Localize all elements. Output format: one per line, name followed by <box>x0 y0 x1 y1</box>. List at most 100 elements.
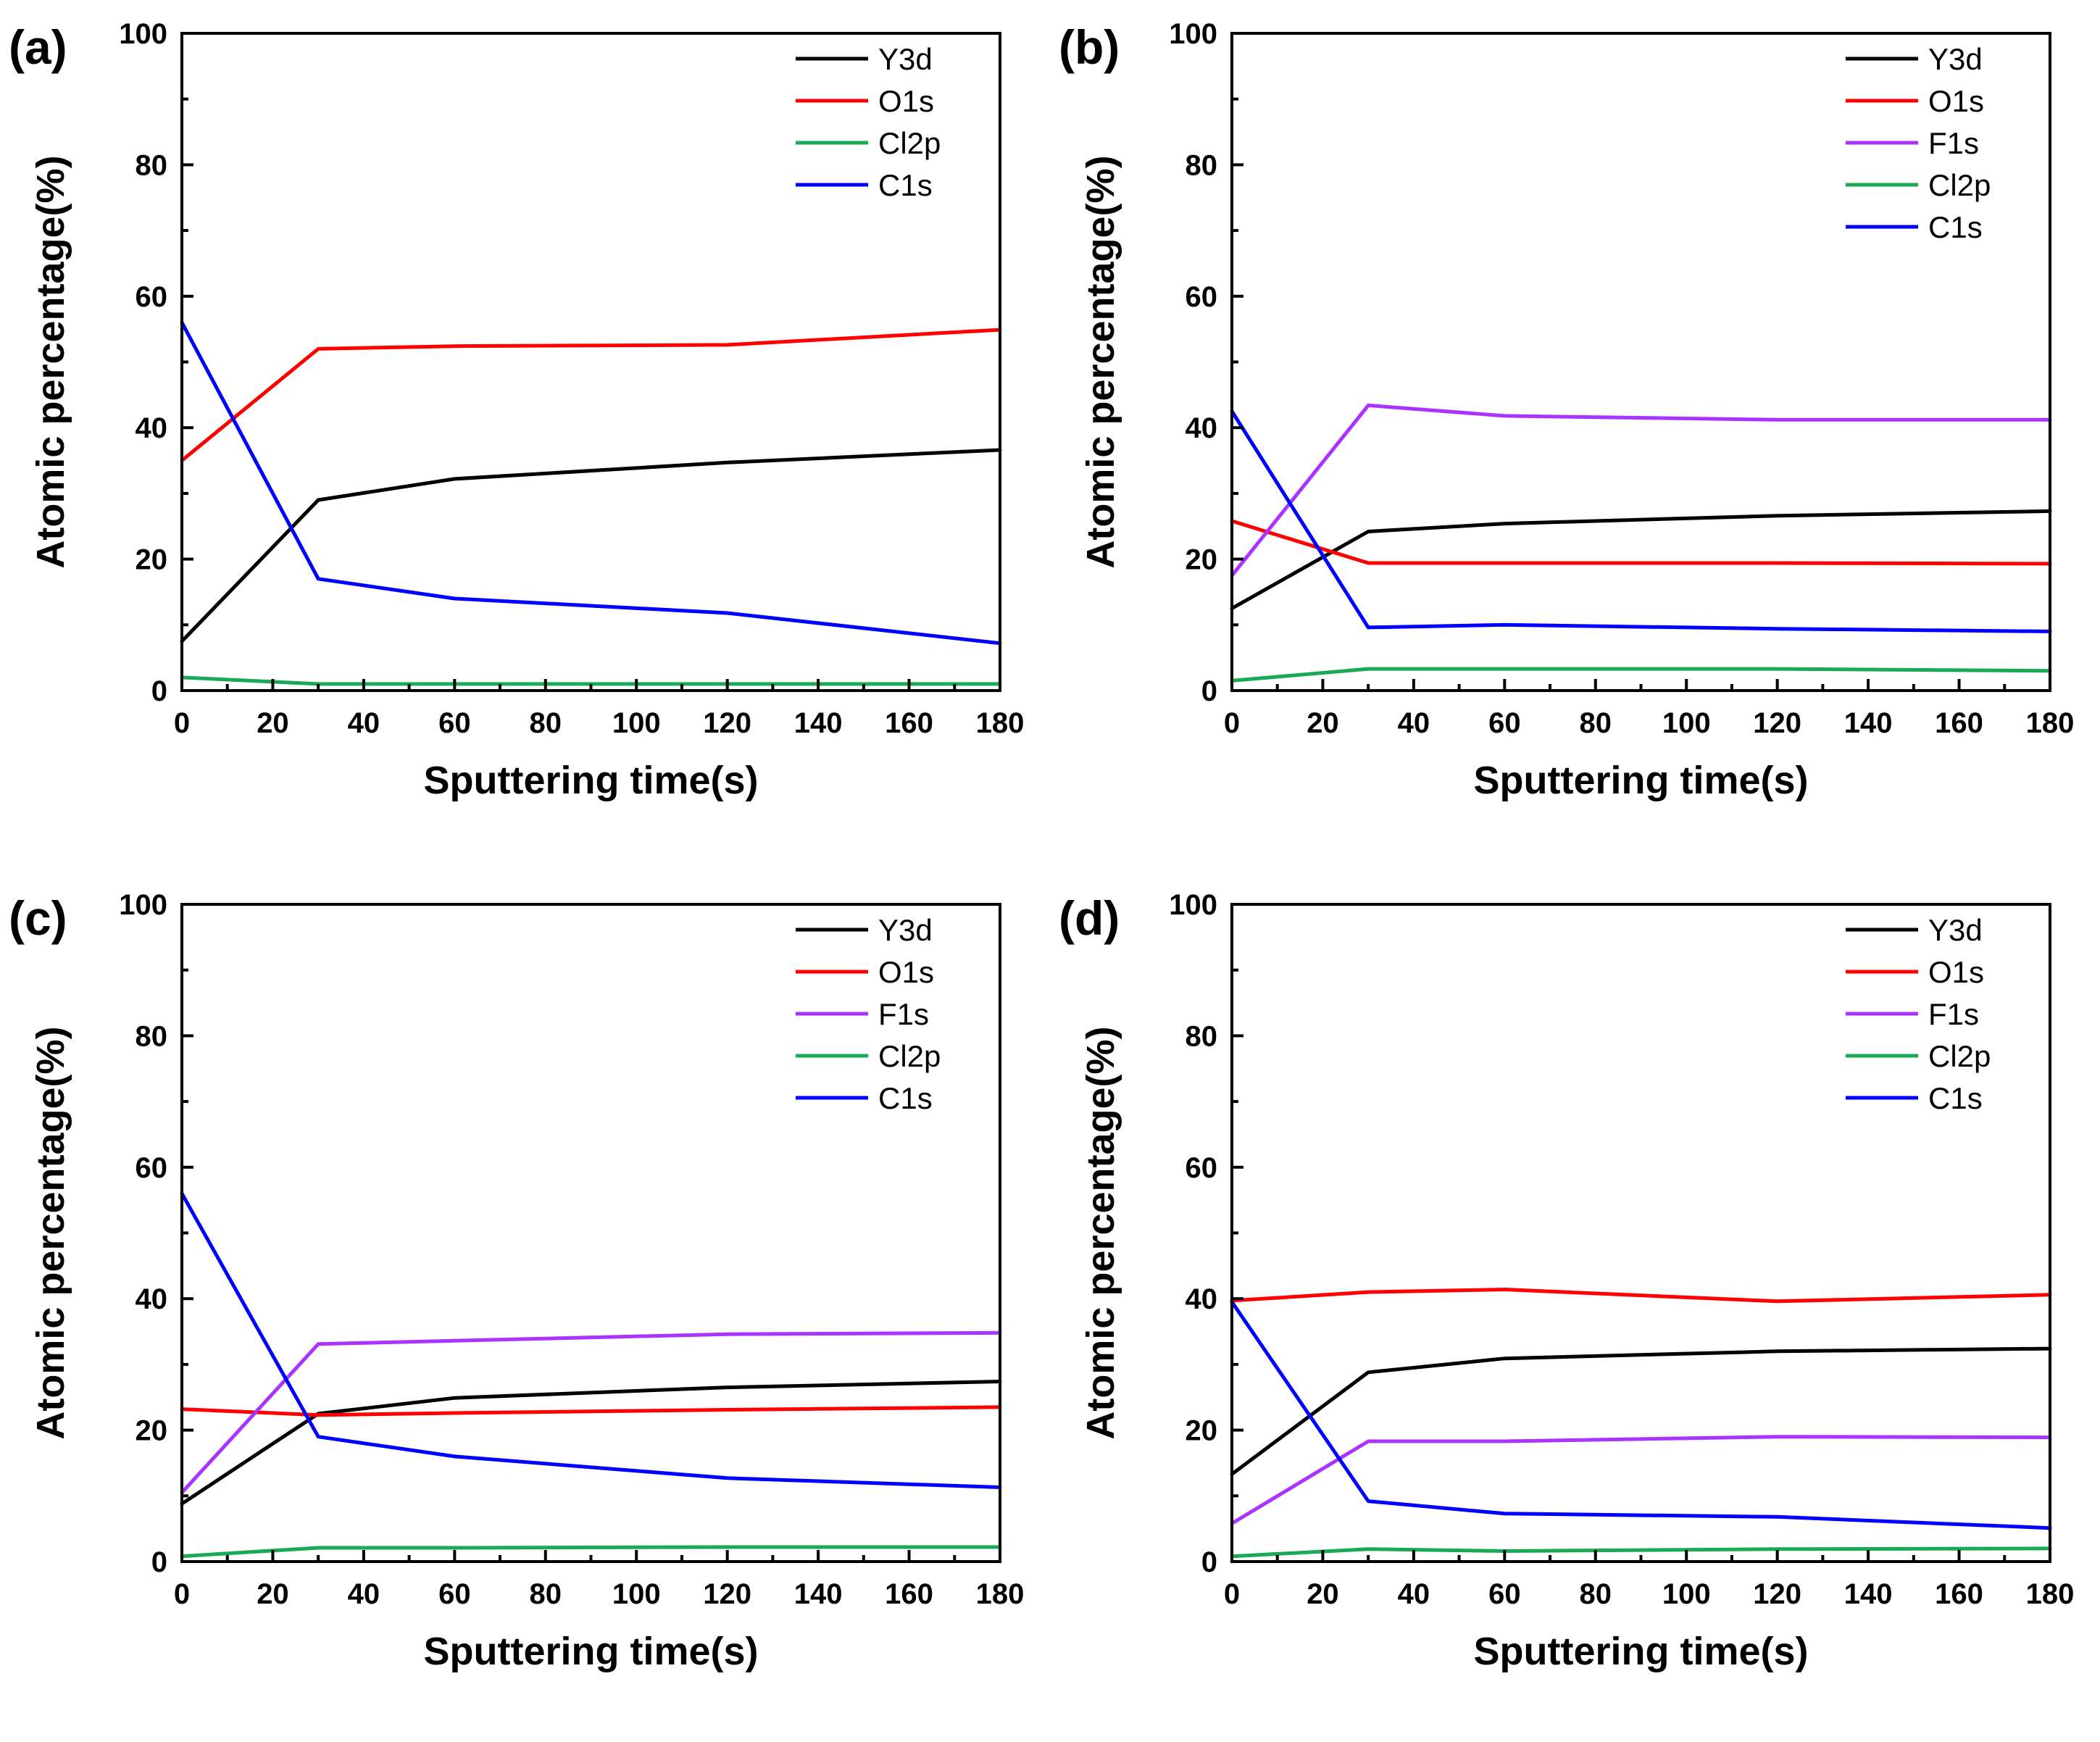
x-tick-label-a-140: 140 <box>794 707 843 739</box>
chart-panel-b: (b) 0 20 40 60 80 100 120 140 160 180 0 20 40 60 80 100 S… <box>1050 0 2100 871</box>
x-tick-label-c-120: 120 <box>703 1578 751 1610</box>
x-tick-label-d-60: 60 <box>1488 1578 1521 1610</box>
x-tick-label-a-100: 100 <box>612 707 661 739</box>
x-tick-label-b-160: 160 <box>1935 707 1983 739</box>
x-tick-label-d-180: 180 <box>2026 1578 2075 1610</box>
x-tick-label-c-100: 100 <box>612 1578 661 1610</box>
y-tick-label-b-80: 80 <box>1186 149 1218 181</box>
legend-label-f1s-d: F1s <box>1928 997 1979 1031</box>
x-tick-label-b-100: 100 <box>1662 707 1711 739</box>
x-tick-label-b-0: 0 <box>1224 707 1240 739</box>
x-tick-label-b-180: 180 <box>2026 707 2075 739</box>
panel-label-c: (c) <box>9 891 67 945</box>
y-tick-label-c-60: 60 <box>136 1152 168 1184</box>
y-tick-label-a-40: 40 <box>136 412 168 444</box>
chart-panel-c: (c) 0 20 40 60 80 100 120 140 160 180 0 20 40 60 80 100 S… <box>0 871 1050 1742</box>
x-tick-label-d-140: 140 <box>1844 1578 1893 1610</box>
series-line-c1s-d <box>1230 1300 2052 1530</box>
x-tick-label-c-0: 0 <box>174 1578 190 1610</box>
y-axis-title-c: Atomic percentage(%) <box>29 1026 72 1439</box>
series-line-cl2p-a <box>180 675 1002 686</box>
y-axis-title-a: Atomic percentage(%) <box>29 155 72 568</box>
x-tick-label-b-40: 40 <box>1398 707 1430 739</box>
x-tick-label-b-20: 20 <box>1307 707 1339 739</box>
y-tick-label-c-0: 0 <box>151 1546 167 1578</box>
chart-panel-a: (a) 0 20 40 60 80 100 120 140 160 180 0 20 40 60 80 100 S… <box>0 0 1050 871</box>
y-tick-label-a-0: 0 <box>151 675 167 707</box>
x-tick-label-a-0: 0 <box>174 707 190 739</box>
x-tick-label-c-80: 80 <box>530 1578 562 1610</box>
legend-label-f1s-b: F1s <box>1928 126 1979 160</box>
legend-label-y3d-c: Y3d <box>878 913 933 947</box>
legend-label-y3d-d: Y3d <box>1928 913 1983 947</box>
legend-label-cl2p-c: Cl2p <box>878 1039 941 1073</box>
series-line-cl2p-b <box>1230 667 2052 683</box>
legend-label-c1s-b: C1s <box>1928 210 1983 244</box>
y-axis-title-b: Atomic percentage(%) <box>1079 155 1122 568</box>
y-tick-label-c-80: 80 <box>136 1020 168 1052</box>
legend-label-o1s-a: O1s <box>878 84 934 118</box>
y-tick-label-d-0: 0 <box>1201 1546 1217 1578</box>
x-tick-label-a-60: 60 <box>438 707 471 739</box>
x-tick-label-d-160: 160 <box>1935 1578 1983 1610</box>
x-axis-title-a: Sputtering time(s) <box>423 759 758 802</box>
x-tick-label-b-60: 60 <box>1488 707 1521 739</box>
chart-d-svg: (d) 0 20 40 60 80 100 120 140 160 180 0 20 40 60 80 100 S… <box>1059 889 2075 1673</box>
x-tick-label-a-80: 80 <box>530 707 562 739</box>
x-tick-label-a-120: 120 <box>703 707 751 739</box>
legend-label-f1s-c: F1s <box>878 997 929 1031</box>
x-axis-title-d: Sputtering time(s) <box>1473 1630 1808 1673</box>
chart-b-svg: (b) 0 20 40 60 80 100 120 140 160 180 0 20 40 60 80 100 S… <box>1059 18 2075 802</box>
series-line-c1s-a <box>180 320 1002 646</box>
plot-frame-c <box>180 903 1001 1563</box>
series-line-o1s-c <box>180 1405 1002 1417</box>
y-tick-label-b-60: 60 <box>1186 281 1218 313</box>
y-tick-label-c-100: 100 <box>119 889 167 921</box>
panel-label-d: (d) <box>1059 891 1120 945</box>
x-tick-label-c-20: 20 <box>257 1578 289 1610</box>
y-tick-label-d-20: 20 <box>1186 1415 1218 1447</box>
y-tick-label-d-40: 40 <box>1186 1283 1218 1315</box>
y-tick-label-b-100: 100 <box>1169 18 1217 50</box>
chart-a-svg: (a) 0 20 40 60 80 100 120 140 160 180 0 20 40 60 80 100 S… <box>9 18 1024 802</box>
series-line-y3d-c <box>180 1380 1002 1506</box>
x-axis-title-b: Sputtering time(s) <box>1473 759 1808 802</box>
series-line-y3d-a <box>180 448 1002 643</box>
series-line-o1s-b <box>1230 519 2052 566</box>
legend-label-c1s-c: C1s <box>878 1081 933 1115</box>
y-tick-label-a-100: 100 <box>119 18 167 50</box>
series-line-cl2p-c <box>180 1545 1002 1559</box>
x-tick-label-c-180: 180 <box>976 1578 1025 1610</box>
x-tick-label-d-0: 0 <box>1224 1578 1240 1610</box>
y-axis-title-d: Atomic percentage(%) <box>1079 1026 1122 1439</box>
legend-label-o1s-d: O1s <box>1928 955 1984 989</box>
legend-a: Y3d O1s Cl2p C1s <box>796 42 941 202</box>
panel-label-b: (b) <box>1059 20 1120 74</box>
series-line-f1s-b <box>1230 403 2052 578</box>
legend-label-cl2p-d: Cl2p <box>1928 1039 1991 1073</box>
y-tick-label-b-0: 0 <box>1201 675 1217 707</box>
series-line-o1s-d <box>1230 1288 2052 1304</box>
chart-c-svg: (c) 0 20 40 60 80 100 120 140 160 180 0 20 40 60 80 100 S… <box>9 889 1025 1673</box>
x-tick-label-b-80: 80 <box>1580 707 1612 739</box>
legend-b: Y3d O1s F1s Cl2p C1s <box>1846 42 1991 244</box>
x-tick-label-d-100: 100 <box>1662 1578 1711 1610</box>
series-line-c1s-b <box>1230 409 2052 633</box>
legend-label-cl2p-b: Cl2p <box>1928 168 1991 202</box>
chart-panel-d: (d) 0 20 40 60 80 100 120 140 160 180 0 20 40 60 80 100 S… <box>1050 871 2100 1742</box>
legend-label-cl2p-a: Cl2p <box>878 126 941 160</box>
y-tick-label-b-20: 20 <box>1186 544 1218 576</box>
x-tick-label-d-120: 120 <box>1753 1578 1801 1610</box>
legend-c: Y3d O1s F1s Cl2p C1s <box>796 913 941 1115</box>
series-line-o1s-a <box>180 328 1002 462</box>
series-line-f1s-c <box>180 1330 1002 1495</box>
plot-frame-b <box>1230 32 2051 692</box>
legend-label-c1s-d: C1s <box>1928 1081 1983 1115</box>
y-tick-label-d-100: 100 <box>1169 889 1217 921</box>
y-tick-label-c-20: 20 <box>136 1415 168 1447</box>
x-tick-label-b-120: 120 <box>1753 707 1801 739</box>
x-tick-label-a-160: 160 <box>885 707 933 739</box>
plot-frame-d <box>1230 903 2051 1563</box>
y-tick-label-d-60: 60 <box>1186 1152 1218 1184</box>
legend-label-o1s-c: O1s <box>878 955 934 989</box>
